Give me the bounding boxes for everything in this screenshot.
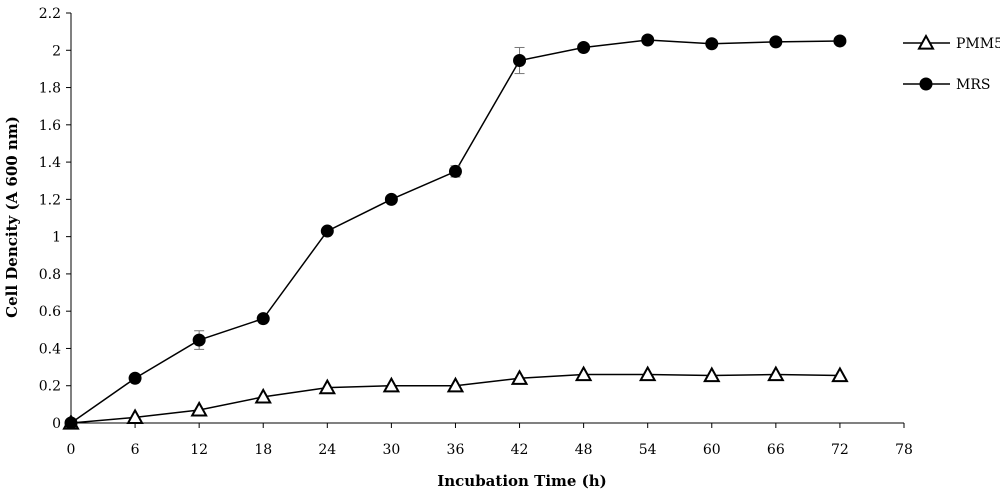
- x-tick-label: 48: [575, 442, 593, 458]
- data-point-pmm5: [638, 365, 657, 382]
- y-tick-label: 2: [52, 43, 61, 59]
- y-tick-label: 0.8: [39, 267, 61, 283]
- x-tick-label: 6: [131, 442, 140, 458]
- series-layer: [62, 33, 849, 430]
- data-point-pmm5: [574, 365, 593, 382]
- y-tick-label: 1.8: [39, 81, 61, 97]
- data-point-pmm5: [126, 408, 144, 425]
- data-point-pmm5: [510, 369, 529, 385]
- data-point-mrs: [384, 192, 398, 206]
- data-point-pmm5: [382, 376, 401, 393]
- x-tick-label: 30: [382, 442, 400, 458]
- data-point-pmm5: [831, 366, 849, 383]
- series-pmm5: [62, 365, 849, 430]
- data-point-mrs: [128, 371, 142, 385]
- legend: PMM5 MRS: [903, 33, 1000, 93]
- data-point-mrs: [64, 416, 78, 430]
- x-tick-label: 60: [703, 442, 721, 458]
- x-tick-label: 42: [511, 442, 529, 458]
- data-point-pmm5: [190, 400, 208, 417]
- data-point-mrs: [192, 333, 206, 347]
- axes: 0 6 12 18 24 30 36 42 48 54 60 66 72 7800.20.40.60.81…: [39, 6, 913, 458]
- data-point-mrs: [577, 40, 591, 54]
- data-point-mrs: [641, 33, 655, 47]
- y-tick-label: 1: [52, 230, 61, 246]
- x-tick-label: 24: [318, 442, 336, 458]
- data-point-mrs: [705, 37, 719, 51]
- data-point-mrs: [256, 312, 270, 326]
- data-point-pmm5: [254, 387, 272, 404]
- series-mrs: [64, 33, 847, 430]
- x-tick-label: 78: [895, 442, 913, 458]
- x-tick-label: 66: [767, 442, 785, 458]
- data-point-mrs: [320, 224, 334, 238]
- y-tick-label: 0: [52, 416, 61, 432]
- y-tick-label: 1.2: [39, 192, 61, 208]
- y-tick-label: 1.4: [39, 155, 61, 171]
- y-tick-label: 1.6: [39, 118, 61, 134]
- y-tick-label: 0.4: [39, 341, 61, 357]
- data-point-mrs: [769, 35, 783, 49]
- data-point-pmm5: [767, 365, 785, 382]
- x-axis-title: Incubation Time (h): [437, 472, 607, 490]
- data-point-pmm5: [446, 376, 465, 393]
- y-tick-label: 2.2: [39, 6, 61, 22]
- x-tick-label: 36: [447, 442, 465, 458]
- legend-marker-pmm5: [917, 33, 935, 50]
- legend-label-mrs: MRS: [956, 77, 990, 93]
- y-tick-label: 0.6: [39, 304, 61, 320]
- series-line-mrs: [70, 39, 840, 424]
- legend-label-pmm5: PMM5: [956, 36, 1000, 52]
- y-axis-title: Cell Dencity (A 600 nm): [3, 116, 21, 318]
- x-tick-label: 72: [831, 442, 849, 458]
- data-point-mrs: [833, 34, 847, 48]
- legend-marker-mrs: [919, 77, 933, 91]
- x-tick-label: 12: [190, 442, 208, 458]
- y-tick-label: 0.2: [39, 379, 61, 395]
- x-tick-label: 54: [639, 442, 657, 458]
- data-point-pmm5: [703, 366, 721, 383]
- x-tick-label: 0: [67, 442, 76, 458]
- data-point-mrs: [448, 164, 462, 178]
- x-tick-label: 18: [254, 442, 272, 458]
- data-point-mrs: [513, 54, 527, 68]
- data-point-pmm5: [318, 378, 337, 395]
